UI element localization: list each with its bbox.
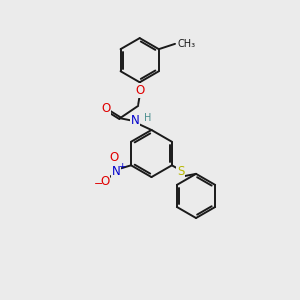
Text: +: + <box>118 162 126 171</box>
Text: O: O <box>110 151 119 164</box>
Text: O: O <box>100 175 109 188</box>
Text: O: O <box>135 84 144 97</box>
Text: O: O <box>101 102 111 115</box>
Text: N: N <box>111 165 120 178</box>
Text: S: S <box>177 165 184 178</box>
Text: −: − <box>93 179 103 189</box>
Text: H: H <box>143 113 151 123</box>
Text: N: N <box>131 114 140 127</box>
Text: CH₃: CH₃ <box>177 39 195 49</box>
